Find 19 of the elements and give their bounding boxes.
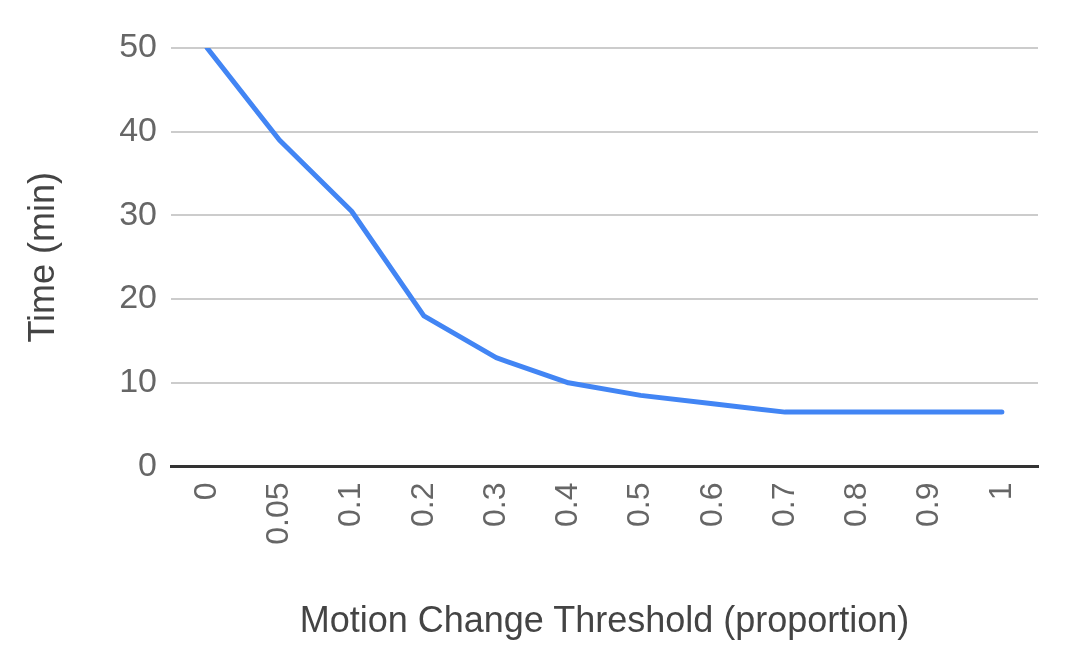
x-tick-label: 0.9 <box>909 482 946 527</box>
x-tick-label: 0.3 <box>475 482 512 527</box>
x-axis-title: Motion Change Threshold (proportion) <box>299 599 910 641</box>
y-tick-label: 40 <box>119 110 158 149</box>
y-axis-title: Time (min) <box>20 171 62 343</box>
x-tick-label: 0.5 <box>620 482 657 527</box>
x-tick-label: 0.6 <box>692 482 729 527</box>
x-tick-label: 0.7 <box>764 482 801 527</box>
x-tick-label: 0.4 <box>548 482 585 527</box>
y-tick-label: 50 <box>119 26 158 65</box>
x-tick-label: 0.05 <box>259 482 296 545</box>
x-tick-label: 0.2 <box>403 482 440 527</box>
y-tick-label: 20 <box>119 277 158 316</box>
y-tick-label: 30 <box>119 193 158 232</box>
x-tick-label: 0.1 <box>331 482 368 527</box>
x-tick-label: 1 <box>981 482 1018 501</box>
y-tick-label: 10 <box>119 361 158 400</box>
x-tick-label: 0.8 <box>837 482 874 527</box>
x-tick-label: 0 <box>186 482 223 501</box>
